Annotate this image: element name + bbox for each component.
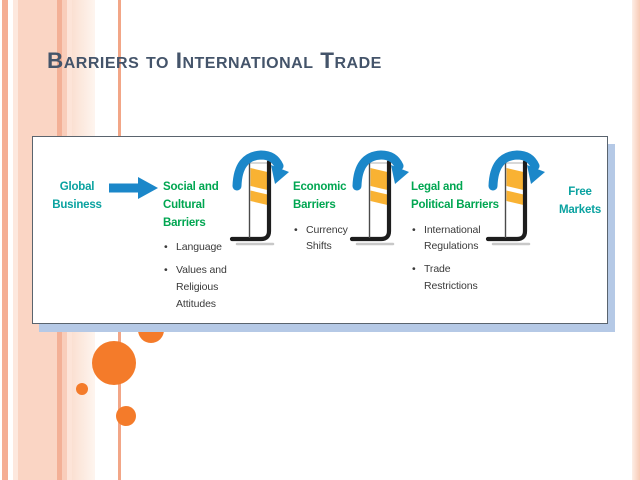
stage-legal-political-barriers: Legal and Political Barriers Internation… [411, 179, 503, 301]
stage-social-cultural-barriers: Social and Cultural Barriers Language Va… [163, 179, 247, 319]
bullet-item: Trade Restrictions [411, 261, 503, 295]
decor-circle-medium [116, 406, 136, 426]
bullet-item: Currency Shifts [293, 222, 365, 256]
diagram-box: Global Business Social and Cultural Barr… [32, 136, 608, 324]
bullet-list: Currency Shifts [293, 222, 365, 256]
bullet-item: International Regulations [411, 222, 503, 256]
decor-circle-small [76, 383, 88, 395]
hurdle-barrier-icon [485, 149, 545, 249]
bullet-list: International Regulations Trade Restrict… [411, 222, 503, 295]
bullet-item: Values and Religious Attitudes [163, 262, 247, 312]
flow-arrow-icon [108, 176, 160, 200]
stage-heading: Social and Cultural Barriers [163, 181, 219, 229]
bullet-item: Language [163, 239, 247, 256]
stage-economic-barriers: Economic Barriers Currency Shifts [293, 179, 365, 261]
slide-title: Barriers to International Trade [47, 48, 382, 73]
stage-free-markets: Free Markets [558, 186, 602, 216]
right-stripe-decoration [632, 0, 640, 480]
decor-circle-large [92, 341, 136, 385]
stage-heading: Legal and Political Barriers [411, 181, 499, 211]
stage-heading: Economic Barriers [293, 181, 347, 211]
hurdle-barrier-icon [229, 149, 289, 249]
hurdle-barrier-icon [349, 149, 409, 249]
bullet-list: Language Values and Religious Attitudes [163, 239, 247, 312]
stage-global-business: Global Business [52, 181, 102, 211]
